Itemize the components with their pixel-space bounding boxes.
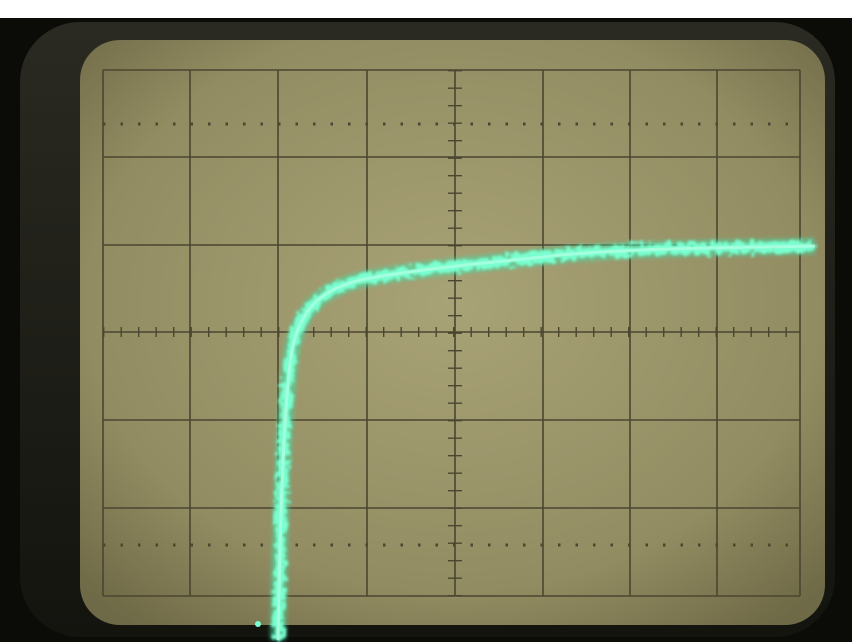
- trace-spot: [255, 621, 261, 627]
- trace: [255, 238, 816, 641]
- top-strip: [0, 0, 852, 18]
- axis-ticks: [103, 70, 800, 596]
- trace-core: [276, 244, 816, 641]
